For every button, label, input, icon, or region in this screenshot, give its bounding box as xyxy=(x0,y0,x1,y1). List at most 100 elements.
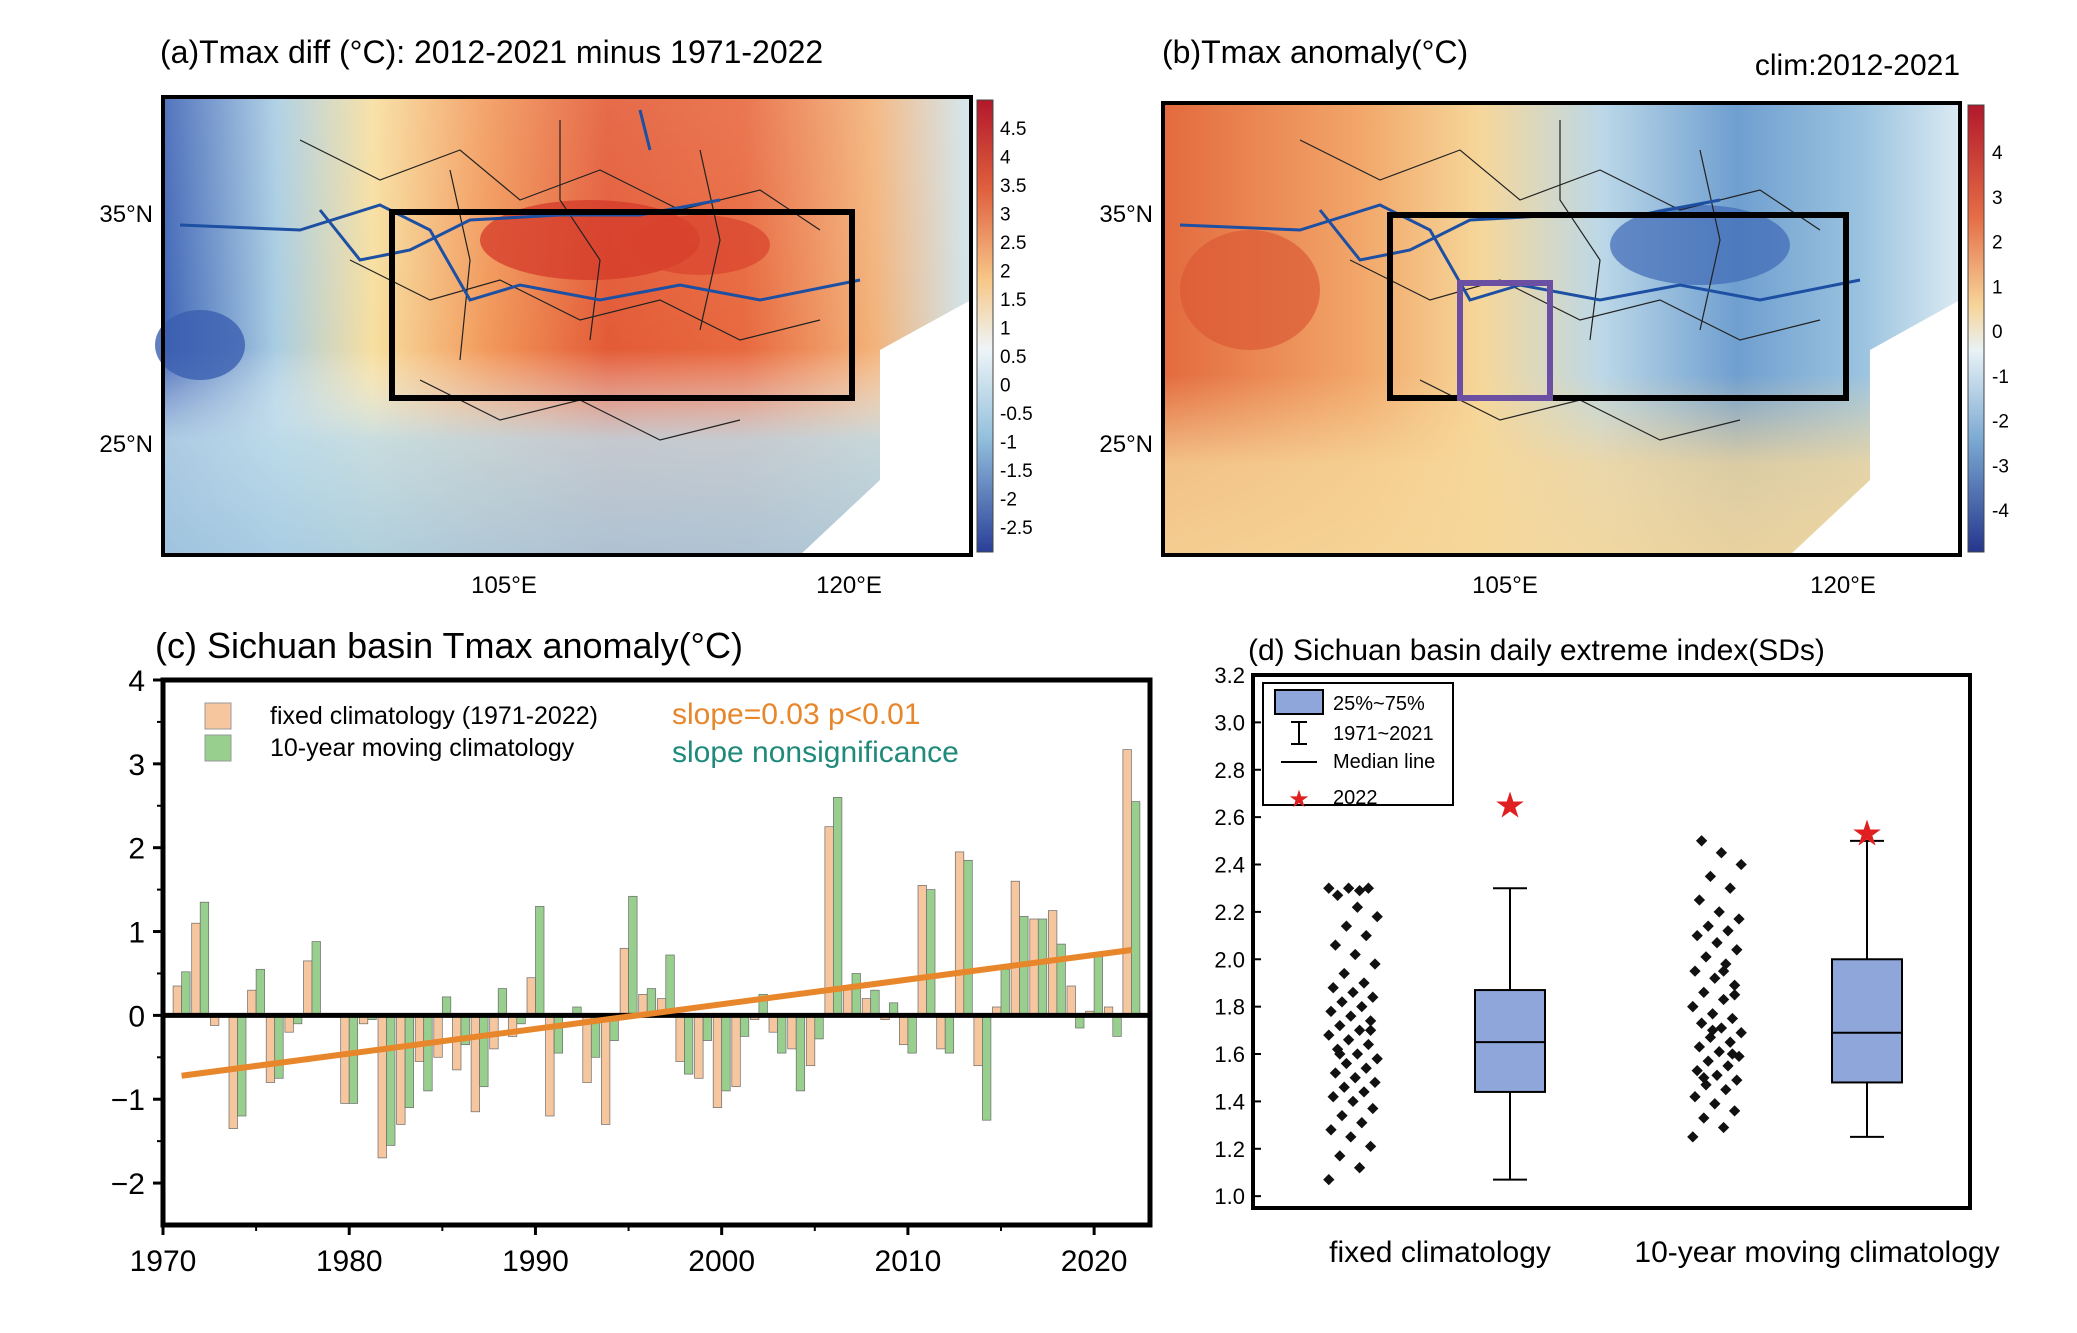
legend-d-whisker-symbol xyxy=(1291,721,1307,745)
scatter-point xyxy=(1713,1046,1725,1058)
scatter-point xyxy=(1336,996,1348,1008)
bar-fixed xyxy=(265,1015,276,1083)
scatter-point xyxy=(1369,958,1381,970)
scatter-point xyxy=(1693,1041,1706,1053)
bar-fixed xyxy=(787,1015,797,1050)
bar-fixed xyxy=(1029,918,1039,1016)
scatter-point xyxy=(1726,1012,1739,1025)
bar-moving xyxy=(181,971,191,1016)
region-box-b xyxy=(1387,212,1849,401)
y-tick-label: 2.8 xyxy=(1214,758,1245,783)
scatter-point xyxy=(1722,925,1734,937)
panel-a-title: (a)Tmax diff (°C): 2012-2021 minus 1971-… xyxy=(160,34,823,70)
scatter-point xyxy=(1733,913,1745,925)
bar-moving xyxy=(404,1015,414,1108)
annotation-slope-nonsignificant: slope nonsignificance xyxy=(672,736,959,769)
bar-fixed xyxy=(172,985,182,1016)
scatter-point xyxy=(1724,882,1736,894)
bar-moving xyxy=(665,954,675,1016)
scatter-point xyxy=(1364,1140,1377,1153)
colorbar-b-label: 2 xyxy=(1992,233,2003,254)
colorbar-a-label: 2.5 xyxy=(1000,233,1026,254)
scatter-point xyxy=(1358,1086,1370,1098)
scatter-point xyxy=(1334,1019,1346,1032)
bar-moving xyxy=(814,1015,824,1040)
x-tick-label: 2010 xyxy=(875,1245,942,1278)
scatter-point xyxy=(1704,870,1717,883)
map-a-frame xyxy=(161,95,973,557)
scatter-point xyxy=(1325,1124,1337,1136)
y-tick-label: 3.0 xyxy=(1214,710,1245,735)
bar-fixed xyxy=(247,989,257,1016)
scatter-point xyxy=(1353,884,1366,897)
scatter-point xyxy=(1698,986,1710,999)
bar-fixed xyxy=(303,960,313,1016)
colorbar-b-label: -4 xyxy=(1992,501,2009,522)
bar-moving xyxy=(907,1015,917,1054)
colorbar-b-label: 3 xyxy=(1992,188,2003,209)
warm-spot-b xyxy=(1180,230,1320,350)
scatter-point xyxy=(1371,910,1383,923)
scatter-point xyxy=(1728,979,1741,991)
scatter-point xyxy=(1722,1060,1734,1072)
colorbar-a-label: 2 xyxy=(1000,262,1011,283)
scatter-point xyxy=(1702,1055,1714,1067)
hot-spot-a2 xyxy=(630,215,770,275)
bar-moving xyxy=(1037,918,1048,1016)
panel-d: (d) Sichuan basin daily extreme index(SD… xyxy=(1214,634,1999,1269)
chart-c-legend: fixed climatology (1971-2022) 10-year mo… xyxy=(204,702,598,762)
y-tick-label: 2.0 xyxy=(1214,947,1245,972)
scatter-point xyxy=(1323,882,1335,894)
category-label: fixed climatology xyxy=(1329,1236,1551,1269)
colorbar-a-label: 1.5 xyxy=(1000,290,1026,311)
scatter-point xyxy=(1713,906,1725,918)
legend-swatch-moving xyxy=(204,734,232,762)
scatter-point xyxy=(1347,986,1359,999)
y-tick-label: 1.2 xyxy=(1214,1137,1245,1162)
scatter-point xyxy=(1364,1024,1377,1036)
ocean-b xyxy=(1790,300,1960,555)
scatter-point xyxy=(1349,1072,1361,1084)
scatter-point xyxy=(1331,889,1344,901)
scatter-point xyxy=(1360,1062,1372,1074)
bar-moving xyxy=(348,1015,359,1104)
scatter-point xyxy=(1731,1074,1743,1086)
y-tick-label: 4 xyxy=(128,665,145,698)
y-tick-label: −1 xyxy=(111,1084,145,1117)
bar-fixed xyxy=(433,1015,443,1058)
bar-moving xyxy=(739,1015,750,1037)
scatter-point xyxy=(1334,1048,1346,1060)
chart-d-frame xyxy=(1251,673,1972,1210)
scatter-point xyxy=(1698,1072,1710,1084)
scatter-point xyxy=(1709,1098,1721,1110)
bar-moving xyxy=(441,996,452,1016)
scatter-point xyxy=(1340,920,1353,932)
bar-moving xyxy=(628,895,638,1016)
map-a xyxy=(155,95,973,557)
scatter-point xyxy=(1362,1038,1375,1051)
bar-moving xyxy=(870,989,880,1016)
colorbar-a-label: 0 xyxy=(1000,376,1011,397)
scatter-point xyxy=(1353,1162,1366,1174)
colorbar-a-label: 3.5 xyxy=(1000,176,1026,197)
box-iqr xyxy=(1474,989,1546,1093)
x-tick-label: 2000 xyxy=(688,1245,755,1278)
legend-d-star-symbol: ★ xyxy=(1288,786,1310,813)
bar-fixed xyxy=(954,851,965,1016)
bar-moving xyxy=(963,859,973,1016)
bar-fixed xyxy=(675,1015,685,1062)
colorbar-a-label: 0.5 xyxy=(1000,347,1026,368)
chart-c-title: (c) Sichuan basin Tmax anomaly(°C) xyxy=(155,625,743,666)
x-tick-label: 2020 xyxy=(1061,1245,1128,1278)
scatter-point xyxy=(1340,1057,1353,1070)
bar-fixed xyxy=(619,947,629,1016)
lat-label-35n-a: 35°N xyxy=(99,201,153,228)
lon-label-105e-b: 105°E xyxy=(1472,572,1538,599)
bar-fixed xyxy=(545,1015,555,1117)
bar-moving xyxy=(553,1015,563,1054)
bar-fixed xyxy=(377,1015,387,1159)
trend-line xyxy=(181,947,1132,1079)
scatter-point xyxy=(1349,948,1361,961)
y-tick-label: 2.4 xyxy=(1214,853,1245,878)
chart-d-legend: 25%~75% 1971~2021 Median line ★ 2022 xyxy=(1262,682,1454,813)
